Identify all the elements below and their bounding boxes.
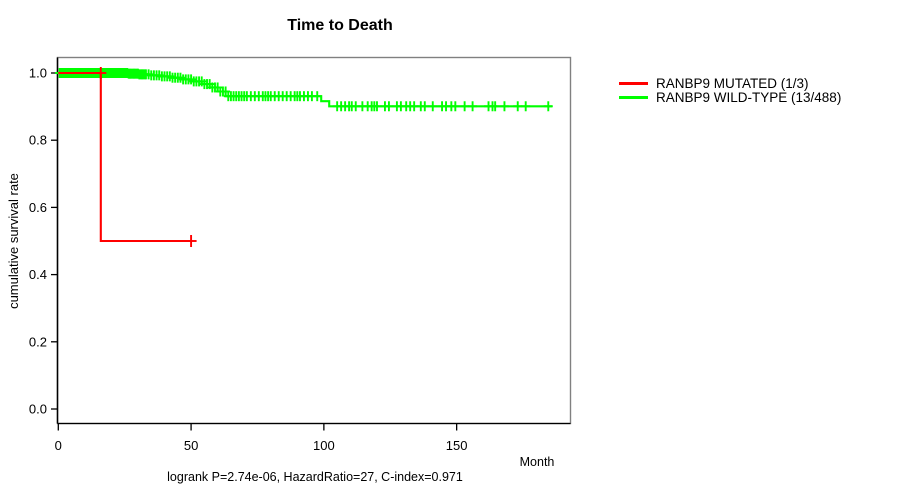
legend-label-wildtype: RANBP9 WILD-TYPE (13/488) bbox=[656, 90, 842, 105]
wildtype-line-sample-icon bbox=[619, 96, 648, 99]
x-tick-label: 0 bbox=[55, 438, 62, 453]
legend-item-wildtype: RANBP9 WILD-TYPE (13/488) bbox=[619, 91, 841, 104]
km-curve-series-0 bbox=[58, 71, 192, 243]
y-tick-label: 0.0 bbox=[29, 402, 47, 417]
y-tick-label: 1.0 bbox=[29, 66, 47, 81]
legend-label-mutated: RANBP9 MUTATED (1/3) bbox=[656, 76, 809, 91]
x-tick-label: 50 bbox=[184, 438, 198, 453]
logrank-stats-note: logrank P=2.74e-06, HazardRatio=27, C-in… bbox=[167, 470, 463, 484]
y-tick-label: 0.6 bbox=[29, 200, 47, 215]
y-tick-label: 0.8 bbox=[29, 133, 47, 148]
legend-item-mutated: RANBP9 MUTATED (1/3) bbox=[619, 77, 841, 90]
legend: RANBP9 MUTATED (1/3) RANBP9 WILD-TYPE (1… bbox=[619, 77, 841, 105]
x-axis-title: Month bbox=[519, 455, 555, 469]
y-axis-title: cumulative survival rate bbox=[6, 173, 21, 309]
y-tick-label: 0.4 bbox=[29, 267, 47, 282]
x-tick-label: 100 bbox=[313, 438, 335, 453]
mutated-line-sample-icon bbox=[619, 82, 648, 85]
y-tick-label: 0.2 bbox=[29, 334, 47, 349]
x-tick-label: 150 bbox=[446, 438, 468, 453]
chart-title: Time to Death bbox=[287, 17, 393, 34]
